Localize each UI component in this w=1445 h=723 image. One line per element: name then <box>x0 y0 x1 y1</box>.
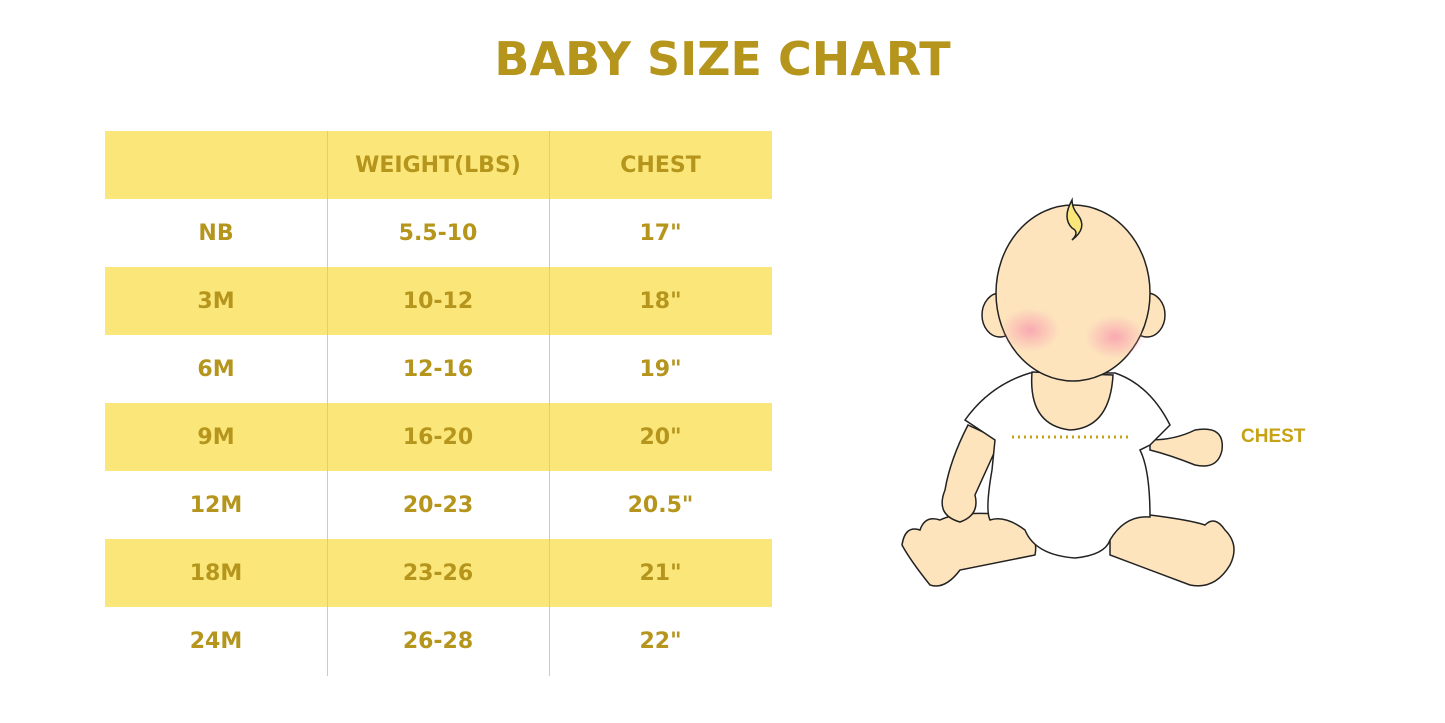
chest-cell: 22" <box>639 628 682 654</box>
table-header: WEIGHT(LBS) CHEST <box>105 131 772 199</box>
table-row: 3M 10-12 18" <box>105 267 772 335</box>
chest-cell: 20" <box>639 424 682 450</box>
table-row: 9M 16-20 20" <box>105 403 772 471</box>
size-cell: 12M <box>189 492 243 518</box>
header-cell: CHEST <box>620 152 701 178</box>
column-divider <box>549 131 550 676</box>
chest-cell: 20.5" <box>627 492 694 518</box>
weight-cell: 16-20 <box>402 424 474 450</box>
weight-cell: 23-26 <box>402 560 474 586</box>
size-cell: 9M <box>197 424 235 450</box>
size-cell: 3M <box>197 288 235 314</box>
size-table: WEIGHT(LBS) CHEST NB 5.5-10 17" 3M 10-12 18" 6… <box>105 131 772 675</box>
size-cell: 18M <box>189 560 243 586</box>
chest-cell: 18" <box>639 288 682 314</box>
chest-cell: 21" <box>639 560 682 586</box>
weight-cell: 10-12 <box>402 288 474 314</box>
chest-label: CHEST <box>1241 426 1306 447</box>
table-row: 12M 20-23 20.5" <box>105 471 772 539</box>
size-cell: 6M <box>197 356 235 382</box>
size-cell: 24M <box>189 628 243 654</box>
weight-cell: 20-23 <box>402 492 474 518</box>
column-divider <box>327 131 328 676</box>
table-row: 18M 23-26 21" <box>105 539 772 607</box>
table-row: 24M 26-28 22" <box>105 607 772 675</box>
chest-cell: 19" <box>639 356 682 382</box>
table-row: NB 5.5-10 17" <box>105 199 772 267</box>
weight-cell: 12-16 <box>402 356 474 382</box>
weight-cell: 5.5-10 <box>398 220 478 246</box>
header-cell: WEIGHT(LBS) <box>355 152 521 178</box>
table-row: 6M 12-16 19" <box>105 335 772 403</box>
chest-cell: 17" <box>639 220 682 246</box>
page-title: BABY SIZE CHART <box>494 32 951 86</box>
size-cell: NB <box>198 220 234 246</box>
weight-cell: 26-28 <box>402 628 474 654</box>
